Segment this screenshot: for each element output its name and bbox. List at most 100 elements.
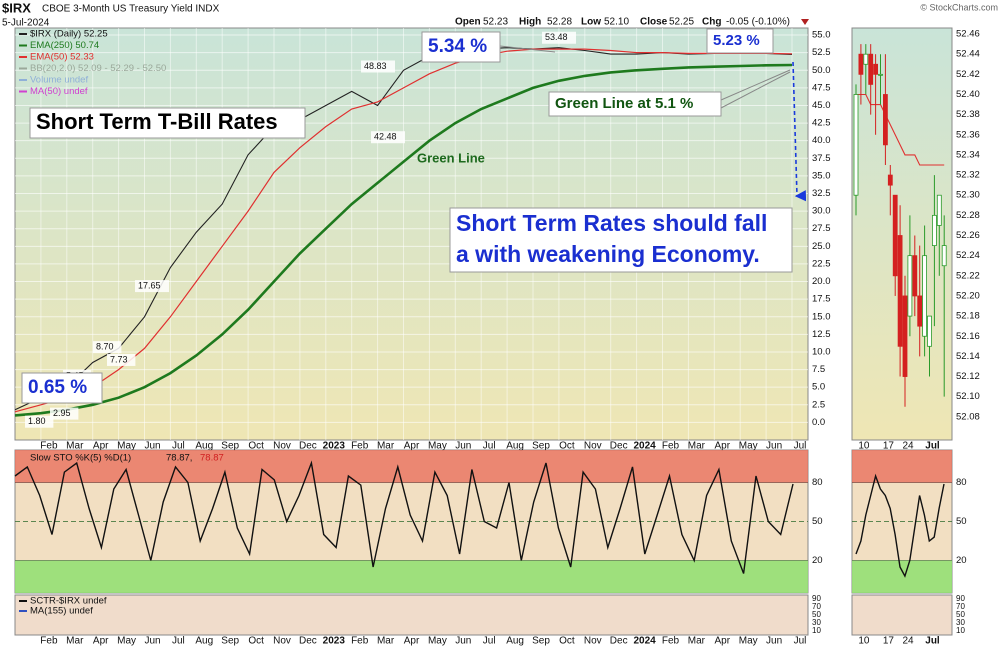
- x-tick-label: Nov: [584, 441, 602, 452]
- x-tick-label: Jul: [925, 441, 940, 452]
- y-tick-label: 52.12: [956, 371, 980, 382]
- annotation-box: [706, 28, 774, 54]
- x-tick-label: Feb: [351, 441, 369, 452]
- point-label-box: [50, 407, 79, 420]
- y-tick-label: 17.5: [812, 294, 831, 305]
- candle-body: [912, 255, 918, 297]
- x-tick-label: Sep: [532, 636, 550, 647]
- y-tick-label: 80: [956, 477, 967, 488]
- y-tick-label: 50: [812, 516, 823, 527]
- overbought-band: [15, 450, 808, 483]
- down-triangle: [801, 19, 809, 25]
- y-tick-label: 52.28: [956, 210, 980, 221]
- x-tick-label: Feb: [662, 441, 680, 452]
- callout: [499, 45, 556, 53]
- x-tick-label: May: [117, 636, 136, 647]
- x-tick-label: Mar: [377, 441, 395, 452]
- y-tick-label: 80: [812, 477, 823, 488]
- candle-body: [922, 255, 927, 337]
- annotation: Short Term Rates should fall: [456, 210, 767, 236]
- candle-body: [868, 53, 874, 85]
- x-tick-label: Dec: [610, 636, 628, 647]
- y-tick-label: 52.16: [956, 331, 980, 342]
- x-tick-label: Aug: [506, 441, 524, 452]
- legend-label: BB(20,2.0) 52.09 - 52.29 - 52.50: [30, 63, 166, 74]
- point-label-box: [107, 353, 136, 366]
- y-tick-label: 52.24: [956, 250, 980, 261]
- y-tick-label: 15.0: [812, 311, 831, 322]
- point-label-box: [371, 131, 405, 144]
- y-tick-label: 20.0: [812, 276, 831, 287]
- x-tick-label: Apr: [93, 636, 109, 647]
- x-tick-label: Feb: [662, 636, 680, 647]
- quote-label: Open: [455, 17, 481, 28]
- date: 5-Jul-2024: [2, 18, 50, 29]
- point-label: 53.48: [545, 32, 568, 42]
- annotation: 5.23 %: [713, 32, 760, 49]
- x-tick-label: Jun: [455, 636, 471, 647]
- callout: [720, 69, 791, 101]
- x-tick-label: Dec: [299, 441, 317, 452]
- candle-body: [936, 194, 942, 226]
- quote-value: 52.25: [669, 17, 694, 28]
- candle-body: [858, 53, 864, 75]
- quote-label: High: [519, 17, 541, 28]
- point-label: 48.83: [364, 61, 387, 71]
- y-tick-label: 12.5: [812, 329, 831, 340]
- y-tick-label: 37.5: [812, 153, 831, 164]
- legend-label: SCTR-$IRX undef: [30, 596, 107, 607]
- x-tick-label: Feb: [351, 636, 369, 647]
- quote-label: Close: [640, 17, 668, 28]
- y-tick-label: 52.5: [812, 47, 831, 58]
- x-tick-label: Jul: [483, 636, 496, 647]
- x-tick-label: 24: [902, 441, 914, 452]
- point-label-box: [93, 341, 122, 354]
- x-tick-label: Sep: [532, 441, 550, 452]
- y-tick-label: 10: [812, 626, 821, 635]
- point-label-box: [361, 60, 395, 73]
- arrow: [792, 61, 807, 202]
- annotation-box: [548, 91, 722, 117]
- quote-value: 52.10: [604, 17, 629, 28]
- x-tick-label: Aug: [506, 636, 524, 647]
- x-tick-label: Dec: [610, 441, 628, 452]
- x-tick-label: 2023: [323, 636, 346, 647]
- annotation: a with weakening Economy.: [456, 241, 760, 267]
- annotation-box: [449, 207, 793, 273]
- y-tick-label: 52.26: [956, 230, 980, 241]
- y-tick-label: 40.0: [812, 135, 831, 146]
- x-tick-label: Sep: [221, 636, 239, 647]
- candle-body: [932, 214, 937, 246]
- candle-body: [878, 73, 883, 76]
- y-tick-label: 32.5: [812, 188, 831, 199]
- y-tick-label: 35.0: [812, 170, 831, 181]
- x-tick-label: Jun: [144, 636, 160, 647]
- candle-body: [902, 295, 908, 377]
- x-tick-label: 2023: [323, 441, 346, 452]
- y-tick-label: 52.34: [956, 149, 980, 160]
- x-tick-label: Jul: [794, 636, 807, 647]
- y-tick-label: 52.08: [956, 411, 980, 422]
- x-tick-label: Jul: [794, 441, 807, 452]
- x-tick-label: Jul: [172, 441, 185, 452]
- y-tick-label: 52.20: [956, 290, 980, 301]
- point-label: 7.73: [110, 354, 128, 364]
- y-tick-label: 52.10: [956, 391, 980, 402]
- x-tick-label: 10: [858, 441, 870, 452]
- x-tick-label: May: [739, 636, 758, 647]
- x-tick-label: Sep: [221, 441, 239, 452]
- x-tick-label: Feb: [40, 441, 58, 452]
- y-tick-label: 0.0: [812, 417, 825, 428]
- x-tick-label: Jul: [925, 636, 940, 647]
- y-tick-label: 52.38: [956, 109, 980, 120]
- x-tick-label: Oct: [248, 441, 264, 452]
- y-tick-label: 52.40: [956, 89, 980, 100]
- x-tick-label: Jul: [483, 441, 496, 452]
- sctr-panel: [14, 594, 809, 636]
- y-tick-label: 22.5: [812, 258, 831, 269]
- x-tick-label: 24: [902, 636, 914, 647]
- x-tick-label: Mar: [377, 636, 395, 647]
- legend-label: EMA(50) 52.33: [30, 52, 94, 63]
- x-tick-label: Jun: [144, 441, 160, 452]
